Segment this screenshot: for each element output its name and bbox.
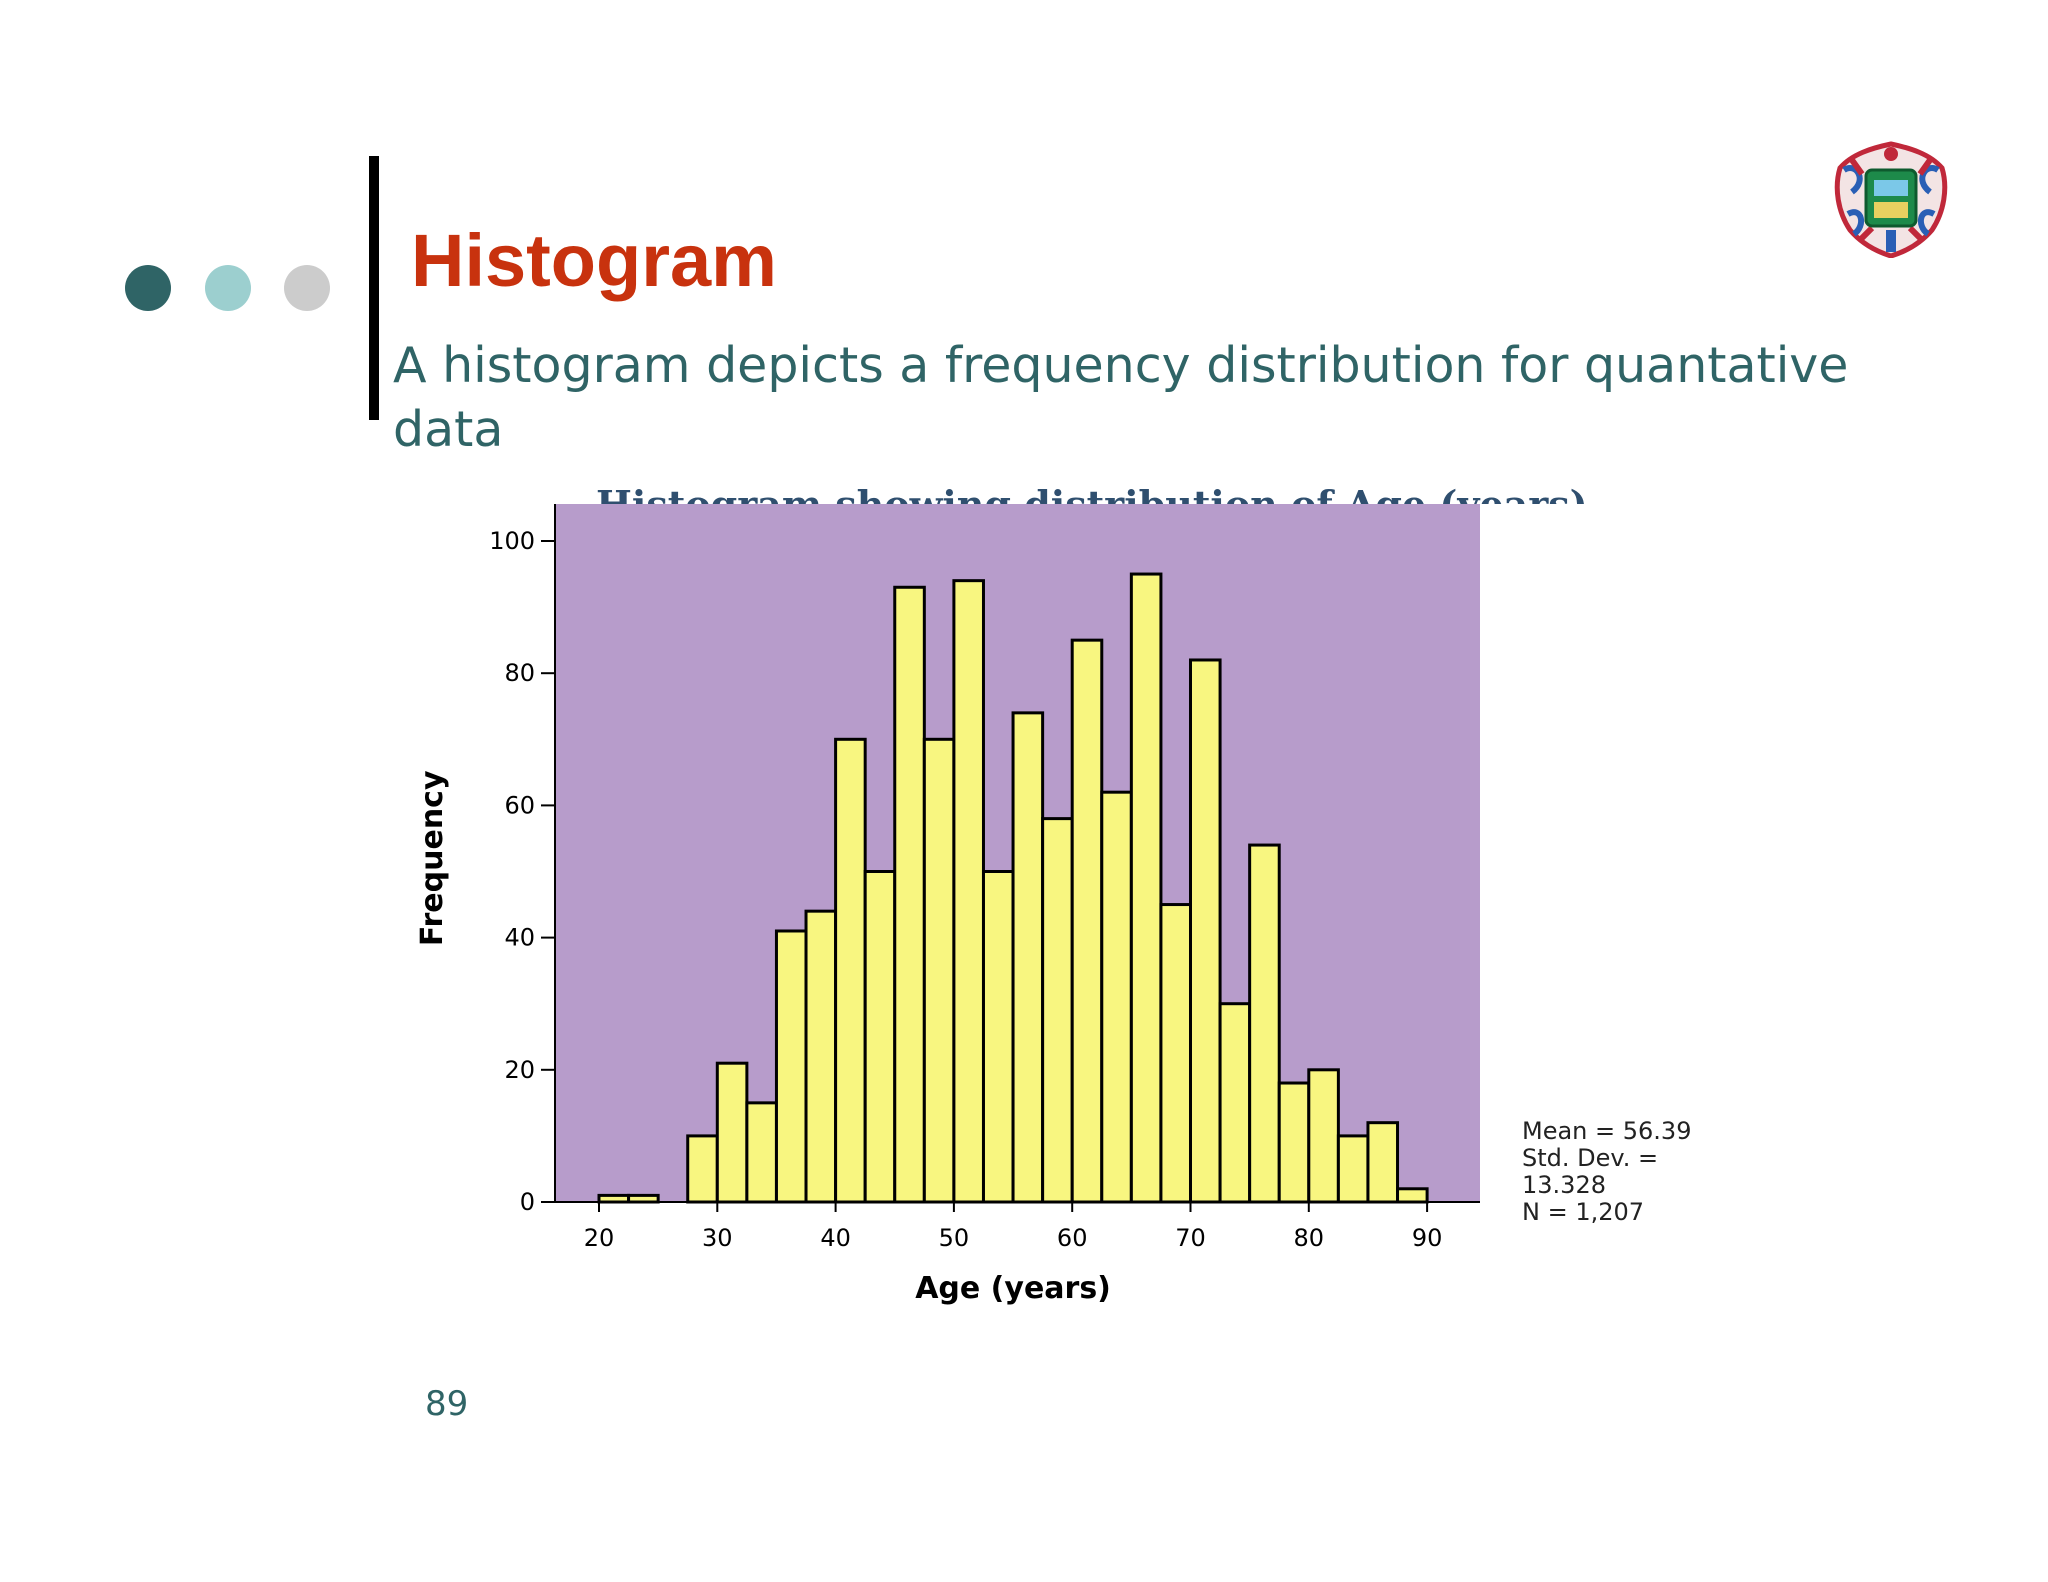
- histogram-bar: [1100, 790, 1133, 1204]
- decorative-dot-dark: [125, 265, 171, 311]
- page-number: 89: [425, 1384, 469, 1424]
- histogram-bar: [715, 1061, 749, 1204]
- histogram-bar: [804, 909, 838, 1204]
- x-axis-ticks: 20 30 40 50 60 70 80 90: [584, 1202, 1443, 1252]
- histogram-bar: [745, 1101, 778, 1204]
- histogram-bar: [1396, 1187, 1429, 1204]
- slide-title: Histogram: [411, 219, 777, 302]
- histogram-bar: [1336, 1134, 1370, 1204]
- x-axis-label: Age (years): [915, 1271, 1111, 1306]
- stat-n: N = 1,207: [1522, 1198, 1645, 1226]
- title-divider: [369, 156, 379, 420]
- histogram-bar: [863, 870, 897, 1204]
- university-crest-logo: [1834, 141, 1948, 258]
- y-tick-label: 60: [504, 791, 535, 819]
- stat-mean: Mean = 56.39: [1522, 1117, 1692, 1145]
- histogram-bar: [1277, 1081, 1311, 1204]
- histogram-bar: [922, 737, 956, 1204]
- stat-sd-value: 13.328: [1522, 1171, 1606, 1199]
- histogram-bar: [1041, 817, 1074, 1204]
- histogram-bar: [1129, 572, 1163, 1204]
- statistics-legend: Mean = 56.39 Std. Dev. = 13.328 N = 1,20…: [1522, 1118, 1691, 1226]
- x-tick-label: 80: [1294, 1224, 1325, 1252]
- y-axis-ticks: 0 20 40 60 80 100: [489, 527, 555, 1216]
- y-tick-label: 0: [520, 1188, 535, 1216]
- histogram-bar: [893, 585, 926, 1204]
- slide-subtitle: A histogram depicts a frequency distribu…: [393, 337, 1849, 458]
- y-tick-label: 100: [489, 527, 535, 555]
- histogram-bar: [1307, 1068, 1340, 1204]
- histogram-bar: [1159, 903, 1192, 1204]
- histogram-bar: [834, 737, 867, 1204]
- histogram-bar: [1248, 843, 1281, 1204]
- histogram-bar: [1366, 1121, 1400, 1204]
- histogram-bar: [1218, 1002, 1252, 1204]
- x-tick-label: 90: [1412, 1224, 1443, 1252]
- histogram-bar: [1189, 658, 1222, 1204]
- x-tick-label: 50: [939, 1224, 970, 1252]
- y-tick-label: 20: [504, 1056, 535, 1084]
- x-tick-label: 30: [702, 1224, 733, 1252]
- y-tick-label: 40: [504, 924, 535, 952]
- x-tick-label: 20: [584, 1224, 615, 1252]
- decorative-dot-light: [205, 265, 251, 311]
- histogram-bar: [1070, 638, 1104, 1204]
- histogram-bar: [774, 929, 808, 1204]
- histogram-bar: [1011, 711, 1045, 1204]
- chart-title-partially-hidden: Histogram showing distribution of Age (y…: [596, 480, 1588, 504]
- x-tick-label: 60: [1057, 1224, 1088, 1252]
- decorative-dot-grey: [284, 265, 330, 311]
- x-tick-label: 70: [1175, 1224, 1206, 1252]
- y-tick-label: 80: [504, 659, 535, 687]
- x-tick-label: 40: [820, 1224, 851, 1252]
- y-axis-label: Frequency: [415, 770, 450, 946]
- stat-sd-label: Std. Dev. =: [1522, 1144, 1659, 1172]
- histogram-bar: [686, 1134, 719, 1204]
- histogram-bars: [597, 572, 1429, 1204]
- histogram-chart: 20 30 40 50 60 70 80 90 0 20 40 60 80 100 Age (years…: [415, 504, 1480, 1306]
- histogram-bar: [981, 870, 1015, 1204]
- histogram-bar: [952, 579, 985, 1204]
